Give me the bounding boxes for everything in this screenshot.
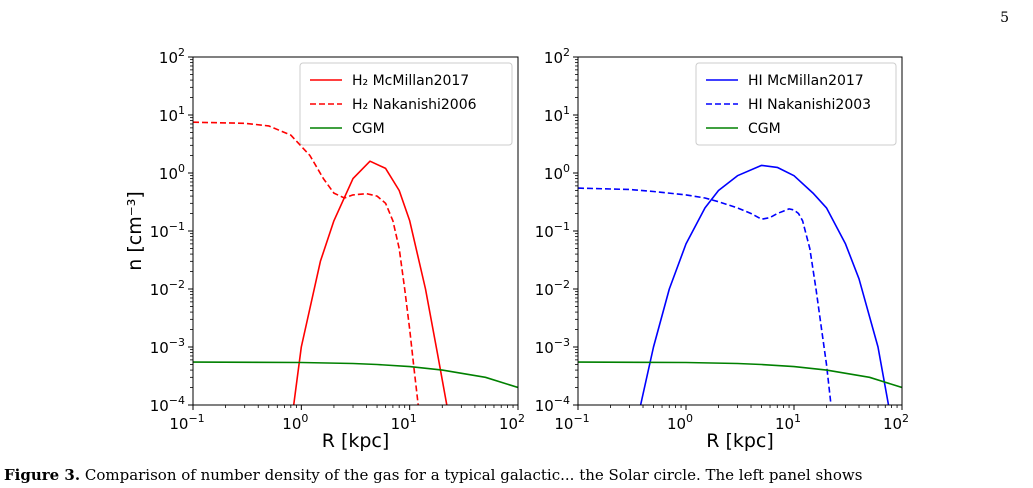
y-tick-label: 10−4	[150, 394, 185, 415]
legend-entry: CGM	[352, 121, 385, 137]
series-line-2	[578, 187, 832, 405]
legend: HI McMillan2017 HI Nakanishi2003 CGM	[695, 62, 897, 146]
y-tick-label: 100	[544, 162, 570, 183]
legend-entry: H₂ Nakanishi2006	[352, 97, 477, 113]
legend-entry: HI McMillan2017	[748, 73, 864, 89]
legend-box	[299, 62, 513, 146]
y-tick-label: 10−4	[535, 394, 570, 415]
y-axis-label: n [cm⁻³]	[124, 191, 146, 271]
legend-entry: H₂ McMillan2017	[352, 73, 469, 89]
legend: H₂ McMillan2017 H₂ Nakanishi2006 CGM	[299, 62, 513, 146]
series-group	[193, 121, 518, 405]
y-tick-label: 101	[159, 104, 185, 125]
y-tick-label: 102	[159, 46, 185, 67]
y-tick-label: 10−2	[150, 278, 185, 299]
chart-panel-2: 10−1 100 101 102 10−4 10−3 10−2 10−1 100 101 102 R …	[535, 46, 909, 452]
series-line-2	[193, 121, 419, 405]
y-tick-label: 101	[544, 104, 570, 125]
series-line-3	[193, 361, 518, 389]
caption-text: Comparison of number density of the gas …	[84, 466, 863, 484]
x-tick-label: 102	[499, 412, 525, 433]
legend-entry: CGM	[748, 121, 781, 137]
figure: 10−1 100 101 102 10−4 10−3 10−2 10−1 100 101 102 R …	[124, 46, 909, 452]
axes-frame	[577, 56, 903, 406]
chart-panel-1: 10−1 100 101 102 10−4 10−3 10−2 10−1 100 101 102 R …	[124, 46, 525, 452]
legend-entry: HI Nakanishi2003	[748, 97, 871, 113]
x-tick-label: 10−1	[554, 412, 589, 433]
y-tick-label: 100	[159, 162, 185, 183]
series-group	[578, 164, 902, 405]
y-tick-label: 10−3	[535, 336, 570, 357]
series-line-3	[578, 361, 902, 389]
y-tick-label: 102	[544, 46, 570, 67]
y-tick-label: 10−2	[535, 278, 570, 299]
y-tick-label: 10−1	[535, 220, 570, 241]
x-tick-label: 100	[667, 412, 693, 433]
axes-frame	[192, 56, 519, 406]
caption-label: Figure 3.	[4, 466, 81, 484]
x-axis-label: R [kpc]	[322, 430, 390, 452]
series-line-1	[292, 160, 448, 405]
x-tick-label: 102	[883, 412, 909, 433]
x-tick-label: 10−1	[169, 412, 204, 433]
x-tick-label: 101	[391, 412, 417, 433]
x-tick-label: 100	[282, 412, 308, 433]
y-tick-label: 10−1	[150, 220, 185, 241]
page-number: 5	[1000, 10, 1009, 26]
figure-caption: Figure 3. Comparison of number density o…	[4, 466, 1029, 488]
y-tick-label: 10−3	[150, 336, 185, 357]
x-tick-label: 101	[775, 412, 801, 433]
legend-box	[695, 62, 897, 146]
series-line-1	[639, 164, 890, 405]
x-axis-label: R [kpc]	[706, 430, 774, 452]
